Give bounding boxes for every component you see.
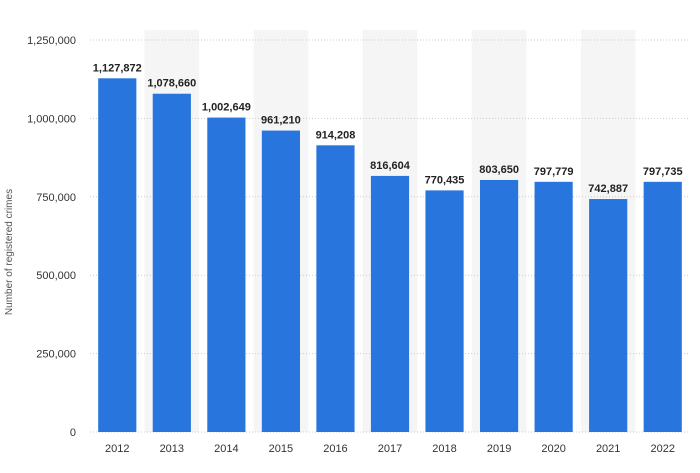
bar: [316, 145, 355, 432]
data-label: 961,210: [261, 115, 301, 127]
bar: [425, 190, 464, 432]
data-label: 803,650: [479, 164, 519, 176]
y-axis-label: Number of registered crimes: [4, 189, 15, 315]
y-tick-label: 1,000,000: [27, 113, 76, 125]
x-tick-label: 2013: [160, 443, 184, 455]
x-tick-label: 2016: [323, 443, 347, 455]
bar: [370, 175, 410, 433]
x-tick-label: 2021: [596, 443, 620, 455]
bar: [643, 181, 682, 432]
x-tick-label: 2022: [650, 443, 674, 455]
data-label: 1,127,872: [93, 62, 142, 74]
data-label: 797,735: [643, 166, 683, 178]
data-label: 1,078,660: [147, 78, 196, 90]
x-tick-label: 2018: [432, 443, 456, 455]
bar: [589, 199, 628, 432]
x-tick-label: 2012: [105, 443, 129, 455]
x-tick-label: 2020: [541, 443, 565, 455]
y-tick-label: 1,250,000: [27, 35, 76, 47]
bar: [152, 93, 191, 432]
x-tick-label: 2017: [378, 443, 402, 455]
bar: [480, 179, 519, 432]
data-label: 797,779: [534, 166, 574, 178]
bar: [261, 130, 300, 432]
x-axis-ticks: 2012 2013 2014 2015 2016 2017 2018 2019 2020 2021…: [105, 443, 675, 455]
data-label: 816,604: [370, 160, 411, 172]
data-label: 914,208: [316, 129, 356, 141]
data-labels: 1,127,872 1,078,660 1,002,649 961,210 914,20…: [93, 62, 683, 195]
y-tick-label: 500,000: [36, 270, 76, 282]
y-axis-ticks: 0 250,000 500,000 750,000 1,000,000 1,250,000: [27, 35, 76, 439]
data-label: 742,887: [588, 183, 628, 195]
bar: [207, 117, 246, 432]
data-label: 770,435: [425, 174, 465, 186]
x-tick-label: 2019: [487, 443, 511, 455]
y-tick-label: 0: [70, 427, 76, 439]
x-tick-label: 2014: [214, 443, 238, 455]
y-tick-label: 250,000: [36, 349, 76, 361]
bars: [98, 78, 682, 433]
y-tick-label: 750,000: [36, 192, 76, 204]
data-label: 1,002,649: [202, 102, 251, 114]
x-tick-label: 2015: [269, 443, 293, 455]
bar: [534, 181, 573, 432]
bar: [98, 78, 137, 432]
